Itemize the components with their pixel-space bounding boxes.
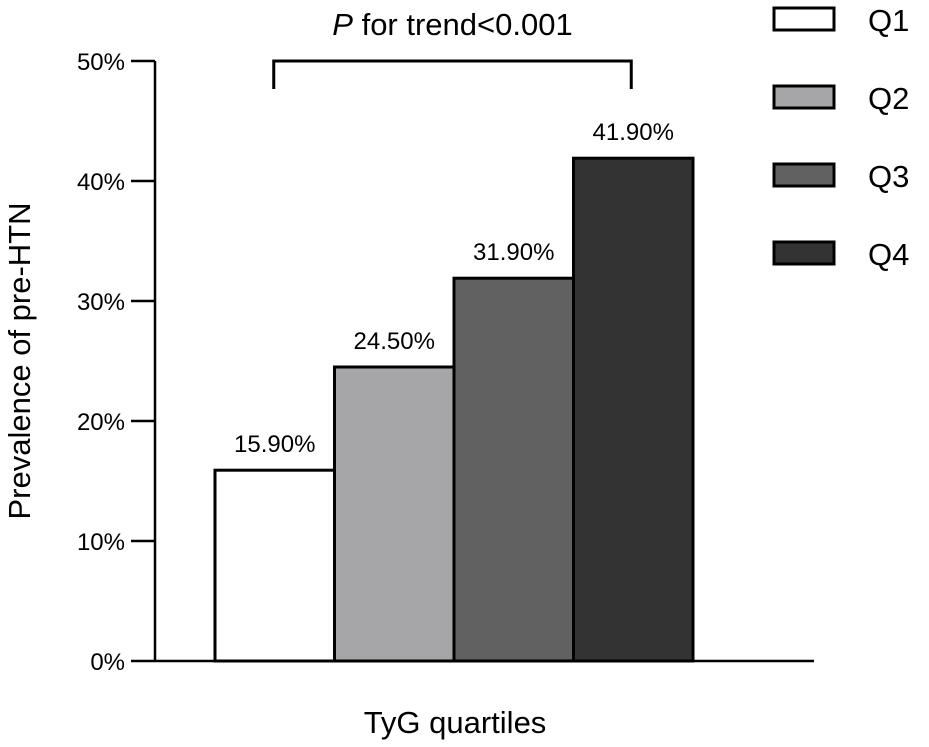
bar-q4 [572, 156, 695, 663]
y-tick-label: 30% [77, 289, 125, 316]
x-axis-title: TyG quartiles [364, 705, 547, 740]
trend-p-italic: P [332, 7, 353, 42]
bar-q2 [333, 365, 456, 663]
bars [213, 156, 695, 663]
legend-swatch-q1 [772, 6, 836, 32]
y-tick-label: 20% [77, 409, 125, 436]
bar-q1 [213, 468, 336, 663]
trend-annotation-text: P for trend<0.001 [332, 7, 572, 42]
legend-swatch-q3 [772, 162, 836, 188]
axes: 0% 10% 20% 30% 40% 50% [77, 49, 814, 676]
bar-value-label: 41.90% [593, 119, 674, 146]
trend-text: for trend<0.001 [353, 7, 573, 42]
y-tick-label: 40% [77, 169, 125, 196]
legend: Q1 Q2 Q3 Q4 [772, 3, 909, 272]
bar-value-labels: 15.90% 24.50% 31.90% 41.90% [234, 119, 674, 458]
bar-value-label: 31.90% [473, 239, 554, 266]
trend-bracket [272, 59, 633, 89]
y-tick-label: 10% [77, 529, 125, 556]
legend-label-q3: Q3 [868, 159, 909, 194]
legend-label-q1: Q1 [868, 3, 909, 38]
legend-swatch-q4 [772, 240, 836, 266]
bar-value-label: 15.90% [234, 431, 315, 458]
y-tick-label: 0% [90, 649, 125, 676]
trend-annotation: P for trend<0.001 [272, 7, 633, 89]
bar-value-label: 24.50% [354, 328, 435, 355]
legend-swatch-q2 [772, 84, 836, 110]
legend-label-q4: Q4 [868, 237, 909, 272]
y-tick-label: 50% [77, 49, 125, 76]
legend-label-q2: Q2 [868, 81, 909, 116]
y-axis-title: Prevalence of pre-HTN [2, 202, 37, 519]
bar-q3 [452, 276, 575, 663]
